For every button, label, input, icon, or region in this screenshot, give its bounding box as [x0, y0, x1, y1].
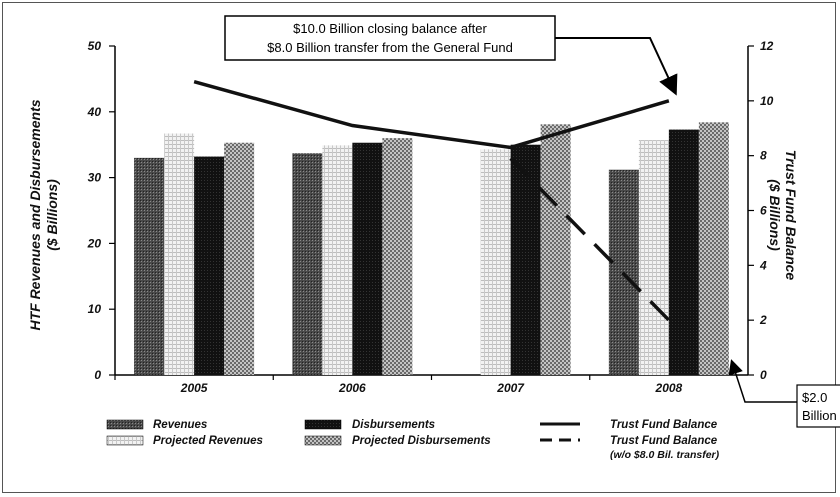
bars: [134, 122, 729, 375]
bar-projected-disbursements-2006: [382, 138, 413, 375]
left-axis-title: HTF Revenues and Disbursements ($ Billio…: [27, 99, 60, 330]
bottom-callout-box: [796, 384, 840, 428]
legend-label-projected-disbursements: Projected Disbursements: [352, 435, 491, 447]
left-tick-label: 20: [87, 236, 102, 250]
bar-revenues-2005: [134, 157, 165, 375]
top-callout-line1: $10.0 Billion closing balance after: [293, 21, 487, 36]
left-axis-title-line2: ($ Billions): [44, 179, 60, 251]
right-tick-label: 0: [760, 368, 767, 382]
right-axis-title-line2: ($ Billions): [767, 179, 783, 251]
bar-projected-disbursements-2008: [698, 122, 729, 375]
legend-label-disbursements: Disbursements: [352, 419, 435, 431]
right-tick-label: 4: [759, 258, 767, 272]
legend-label-projected-revenues: Projected Revenues: [153, 435, 263, 447]
bottom-callout-line2: Billion: [802, 408, 837, 423]
legend-swatch-projected-disbursements: [304, 435, 342, 446]
bar-projected-revenues-2005: [164, 133, 195, 375]
left-tick-label: 50: [88, 39, 102, 53]
legend-swatch-disbursements: [304, 419, 342, 430]
right-axis-title: Trust Fund Balance ($ Billions): [767, 150, 799, 281]
legend-sublabel-trust-fund-balance-no-transfer: (w/o $8.0 Bil. transfer): [610, 449, 720, 461]
top-callout-arrow: [555, 37, 678, 96]
x-tick-label: 2008: [655, 381, 683, 395]
trust-fund-balance-line: [193, 79, 670, 150]
right-tick-label: 2: [759, 313, 767, 327]
bar-disbursements-2008: [668, 129, 699, 375]
right-axis-title-line1: Trust Fund Balance: [783, 150, 799, 281]
legend-swatch-revenues: [106, 419, 144, 430]
bar-projected-disbursements-2007: [540, 124, 571, 375]
x-tick-label: 2006: [338, 381, 366, 395]
right-tick-label: 12: [760, 39, 774, 53]
left-tick-label: 30: [88, 171, 102, 185]
bottom-callout-line1: $2.0: [802, 390, 827, 405]
legend-label-revenues: Revenues: [153, 419, 207, 431]
left-axis-title-line1: HTF Revenues and Disbursements: [27, 99, 43, 330]
x-tick-label: 2007: [496, 381, 525, 395]
right-tick-label: 10: [760, 94, 774, 108]
bar-projected-revenues-2006: [322, 145, 353, 375]
right-tick-label: 8: [760, 149, 767, 163]
right-tick-label: 6: [760, 204, 767, 218]
top-callout-box: [224, 15, 556, 61]
bar-projected-revenues-2007: [480, 149, 511, 375]
bottom-callout: $2.0 Billion: [728, 359, 840, 428]
top-callout-line2: $8.0 Billion transfer from the General F…: [267, 40, 513, 55]
legend-swatch-projected-revenues: [106, 435, 144, 446]
x-tick-label: 2005: [180, 381, 208, 395]
balance-lines: [193, 79, 671, 322]
bar-disbursements-2006: [352, 142, 383, 375]
legend: Revenues Projected Revenues Disbursement…: [106, 419, 720, 461]
top-callout: $10.0 Billion closing balance after $8.0…: [224, 15, 678, 96]
bar-disbursements-2005: [194, 156, 225, 375]
legend-label-trust-fund-balance: Trust Fund Balance: [610, 419, 718, 431]
bar-projected-revenues-2008: [638, 140, 669, 375]
left-tick-label: 0: [94, 368, 101, 382]
bar-disbursements-2007: [510, 144, 541, 375]
ticks: 0 10 20 30 40 50 0 2 4 6 8 10 12 2005 2006 2007 2008: [87, 39, 774, 395]
bottom-callout-arrow: [728, 359, 797, 403]
bar-revenues-2006: [292, 153, 323, 375]
bar-projected-disbursements-2005: [224, 142, 255, 375]
legend-label-trust-fund-balance-no-transfer: Trust Fund Balance: [610, 435, 718, 447]
left-tick-label: 40: [87, 105, 102, 119]
left-tick-label: 10: [88, 302, 102, 316]
